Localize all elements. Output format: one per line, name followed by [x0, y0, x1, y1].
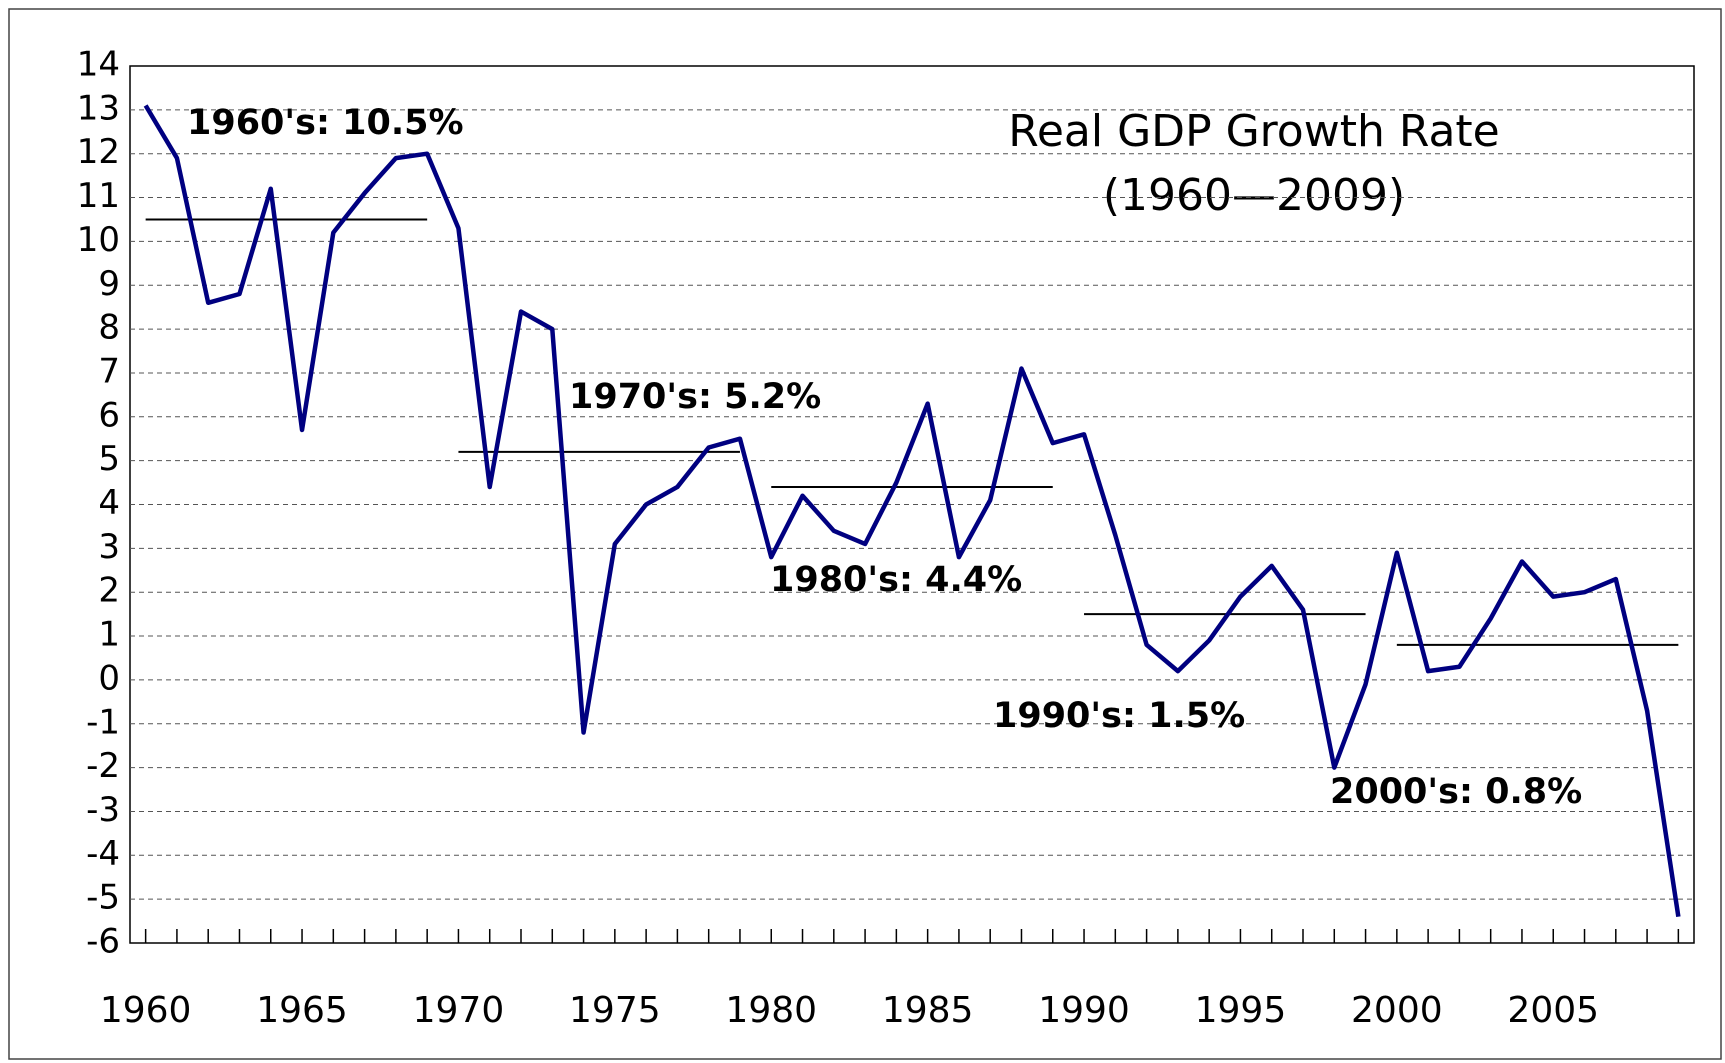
y-tick-label: -3: [86, 790, 120, 830]
y-tick-label: 12: [77, 132, 120, 172]
y-tick-label: -4: [86, 834, 120, 874]
y-tick-label: 3: [98, 527, 120, 567]
average-label: 1980's: 4.4%: [770, 560, 1022, 600]
chart-subtitle: (1960—2009): [1103, 170, 1405, 221]
y-tick-label: 9: [98, 264, 120, 304]
y-tick-label: 11: [77, 176, 120, 216]
y-tick-label: 5: [98, 439, 120, 479]
x-tick-label: 2005: [1507, 990, 1599, 1031]
series-line: [143, 104, 1681, 918]
x-tick-label: 1970: [413, 990, 505, 1031]
y-tick-label: 1: [98, 615, 120, 655]
y-tick-label: 14: [77, 45, 120, 85]
y-tick-label: 13: [77, 88, 120, 128]
y-tick-label: 4: [98, 483, 120, 523]
x-tick-label: 2000: [1351, 990, 1443, 1031]
x-tick-label: 1960: [100, 990, 192, 1031]
y-tick-label: -6: [86, 922, 120, 962]
y-tick-label: -5: [86, 878, 120, 918]
y-tick-label: 0: [98, 658, 120, 698]
average-label: 1970's: 5.2%: [569, 377, 821, 417]
average-label: 1990's: 1.5%: [993, 696, 1245, 736]
y-tick-label: 2: [98, 571, 120, 611]
y-tick-label: 6: [98, 395, 120, 435]
average-label: 1960's: 10.5%: [187, 103, 464, 143]
x-tick-label: 1990: [1038, 990, 1130, 1031]
chart-title: Real GDP Growth Rate: [1008, 106, 1499, 157]
x-tick-label: 1980: [725, 990, 817, 1031]
y-tick-label: -2: [86, 746, 120, 786]
y-tick-label: 7: [98, 351, 120, 391]
x-tick-label: 1995: [1195, 990, 1287, 1031]
x-tick-label: 1975: [569, 990, 661, 1031]
y-tick-label: -1: [86, 702, 120, 742]
x-tick-label: 1965: [256, 990, 348, 1031]
plot-area: [129, 65, 1695, 944]
y-tick-label: 10: [77, 220, 120, 260]
average-label: 2000's: 0.8%: [1330, 772, 1582, 812]
y-tick-label: 8: [98, 308, 120, 348]
x-tick-label: 1985: [882, 990, 974, 1031]
